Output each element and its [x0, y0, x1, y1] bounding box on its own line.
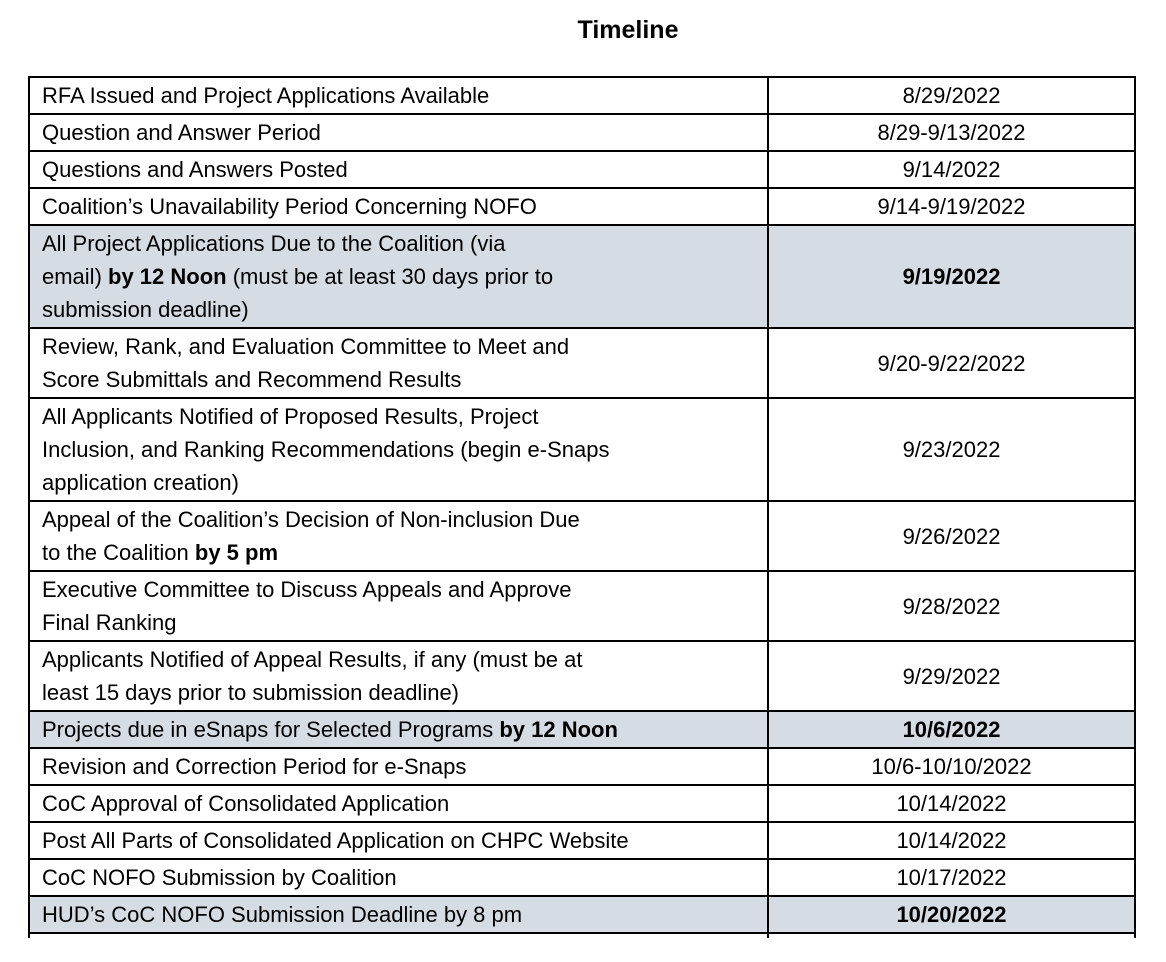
date-cell: 9/29/2022	[767, 640, 1136, 712]
table-row: CoC NOFO Submission by Coalition 10/17/20…	[28, 858, 1136, 897]
table-bottom-clipped-row	[28, 932, 1136, 938]
table-row: CoC Approval of Consolidated Application…	[28, 784, 1136, 823]
page-title: Timeline	[577, 16, 679, 44]
table-row: Projects due in eSnaps for Selected Prog…	[28, 710, 1136, 749]
event-cell: CoC Approval of Consolidated Application	[28, 784, 769, 823]
date-cell: 8/29/2022	[767, 76, 1136, 115]
event-text-segment: CoC Approval of Consolidated Application	[42, 791, 450, 816]
clipped-empty-cell	[28, 932, 769, 938]
event-cell: Projects due in eSnaps for Selected Prog…	[28, 710, 769, 749]
event-text-segment: Questions and Answers Posted	[42, 157, 348, 182]
event-text-segment: RFA Issued and Project Applications Avai…	[42, 83, 490, 108]
event-text-bold-segment: by 12 Noon	[108, 264, 227, 289]
event-text-segment: All Project Applications Due to the Coal…	[42, 231, 506, 289]
table-row: All Applicants Notified of Proposed Resu…	[28, 397, 1136, 502]
event-cell: All Project Applications Due to the Coal…	[28, 224, 769, 329]
date-cell: 9/26/2022	[767, 500, 1136, 572]
table-row: All Project Applications Due to the Coal…	[28, 224, 1136, 329]
event-text-segment: Applicants Notified of Appeal Results, i…	[42, 647, 583, 705]
event-cell: Questions and Answers Posted	[28, 150, 769, 189]
event-cell: Applicants Notified of Appeal Results, i…	[28, 640, 769, 712]
timeline-table: RFA Issued and Project Applications Avai…	[28, 76, 1136, 938]
date-cell: 10/14/2022	[767, 784, 1136, 823]
event-text-segment: Projects due in eSnaps for Selected Prog…	[42, 717, 500, 742]
date-cell: 10/20/2022	[767, 895, 1136, 934]
event-text-segment: Review, Rank, and Evaluation Committee t…	[42, 334, 570, 392]
table-row: Post All Parts of Consolidated Applicati…	[28, 821, 1136, 860]
table-row: Revision and Correction Period for e-Sna…	[28, 747, 1136, 786]
event-cell: Review, Rank, and Evaluation Committee t…	[28, 327, 769, 399]
event-cell: CoC NOFO Submission by Coalition	[28, 858, 769, 897]
event-cell: HUD’s CoC NOFO Submission Deadline by 8 …	[28, 895, 769, 934]
event-text-segment: Question and Answer Period	[42, 120, 321, 145]
table-row: RFA Issued and Project Applications Avai…	[28, 76, 1136, 115]
event-cell: Post All Parts of Consolidated Applicati…	[28, 821, 769, 860]
date-cell: 9/19/2022	[767, 224, 1136, 329]
event-text-bold-segment: by 12 Noon	[499, 717, 618, 742]
event-cell: Question and Answer Period	[28, 113, 769, 152]
event-cell: Coalition’s Unavailability Period Concer…	[28, 187, 769, 226]
clipped-empty-cell	[767, 932, 1136, 938]
timeline-table-body: RFA Issued and Project Applications Avai…	[28, 76, 1136, 938]
event-text-segment: Executive Committee to Discuss Appeals a…	[42, 577, 572, 635]
table-row: HUD’s CoC NOFO Submission Deadline by 8 …	[28, 895, 1136, 934]
event-text-segment: Revision and Correction Period for e-Sna…	[42, 754, 467, 779]
event-cell: All Applicants Notified of Proposed Resu…	[28, 397, 769, 502]
table-row: Applicants Notified of Appeal Results, i…	[28, 640, 1136, 712]
date-cell: 9/23/2022	[767, 397, 1136, 502]
date-cell: 8/29-9/13/2022	[767, 113, 1136, 152]
event-text-segment: Coalition’s Unavailability Period Concer…	[42, 194, 537, 219]
event-cell: Executive Committee to Discuss Appeals a…	[28, 570, 769, 642]
date-cell: 10/6-10/10/2022	[767, 747, 1136, 786]
table-row: Review, Rank, and Evaluation Committee t…	[28, 327, 1136, 399]
table-row: Coalition’s Unavailability Period Concer…	[28, 187, 1136, 226]
event-text-segment: All Applicants Notified of Proposed Resu…	[42, 404, 610, 495]
date-cell: 9/20-9/22/2022	[767, 327, 1136, 399]
event-text-segment: (must be at least 30 days prior to submi…	[42, 264, 554, 322]
date-cell: 10/17/2022	[767, 858, 1136, 897]
event-text-bold-segment: by 5 pm	[194, 540, 279, 565]
date-cell: 9/14-9/19/2022	[767, 187, 1136, 226]
event-text-segment: Post All Parts of Consolidated Applicati…	[42, 828, 629, 853]
event-cell: Appeal of the Coalition’s Decision of No…	[28, 500, 769, 572]
event-cell: RFA Issued and Project Applications Avai…	[28, 76, 769, 115]
event-text-segment: CoC NOFO Submission by Coalition	[42, 865, 397, 890]
table-row: Executive Committee to Discuss Appeals a…	[28, 570, 1136, 642]
event-text-segment: Appeal of the Coalition’s Decision of No…	[42, 507, 580, 565]
event-cell: Revision and Correction Period for e-Sna…	[28, 747, 769, 786]
table-row: Questions and Answers Posted 9/14/2022	[28, 150, 1136, 189]
date-cell: 9/14/2022	[767, 150, 1136, 189]
date-cell: 10/14/2022	[767, 821, 1136, 860]
date-cell: 9/28/2022	[767, 570, 1136, 642]
table-row: Question and Answer Period 8/29-9/13/2022	[28, 113, 1136, 152]
table-row: Appeal of the Coalition’s Decision of No…	[28, 500, 1136, 572]
date-cell: 10/6/2022	[767, 710, 1136, 749]
event-text-segment: HUD’s CoC NOFO Submission Deadline by 8 …	[42, 902, 523, 927]
